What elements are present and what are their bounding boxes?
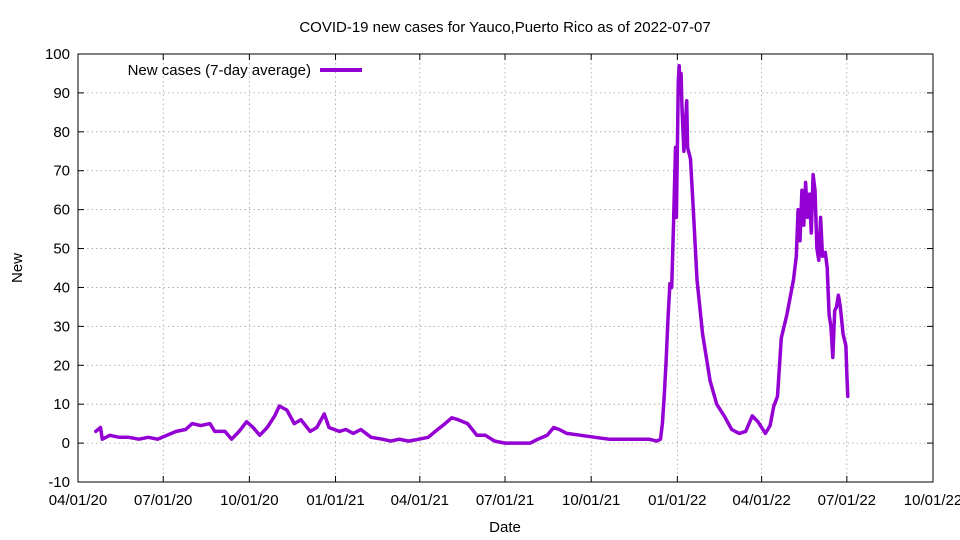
y-tick-label: 30 bbox=[53, 318, 70, 335]
legend: New cases (7-day average) bbox=[128, 62, 362, 79]
series-line bbox=[94, 63, 850, 445]
y-tick-label: 100 bbox=[45, 46, 70, 63]
x-tick-label: 07/01/20 bbox=[134, 492, 192, 509]
y-tick-label: 0 bbox=[62, 435, 70, 452]
x-axis-label: Date bbox=[489, 519, 521, 536]
y-tick-label: 10 bbox=[53, 396, 70, 413]
x-tick-label: 10/01/21 bbox=[562, 492, 620, 509]
x-tick-label: 04/01/21 bbox=[391, 492, 449, 509]
x-tick-label: 07/01/21 bbox=[476, 492, 534, 509]
y-tick-label: 50 bbox=[53, 241, 70, 258]
y-tick-label: 70 bbox=[53, 163, 70, 180]
x-tick-label: 04/01/20 bbox=[49, 492, 107, 509]
y-tick-label: -10 bbox=[48, 474, 70, 491]
y-tick-label: 60 bbox=[53, 202, 70, 219]
plot-frame bbox=[77, 53, 934, 483]
x-tick-label: 04/01/22 bbox=[732, 492, 790, 509]
x-axis-ticks: 04/01/20 07/01/20 10/01/20 01/01/21 04/01/21… bbox=[49, 54, 960, 509]
series-layer bbox=[94, 63, 850, 445]
x-tick-label: 01/01/21 bbox=[306, 492, 364, 509]
x-tick-label: 01/01/22 bbox=[648, 492, 706, 509]
chart-title: COVID-19 new cases for Yauco,Puerto Rico… bbox=[299, 19, 710, 36]
grid-lines bbox=[78, 54, 933, 482]
x-tick-label: 10/01/20 bbox=[220, 492, 278, 509]
y-tick-label: 90 bbox=[53, 85, 70, 102]
y-tick-label: 80 bbox=[53, 124, 70, 141]
x-tick-label: 10/01/22 bbox=[904, 492, 960, 509]
y-axis-ticks: -10 0 10 20 30 40 50 60 70 80 90 100 bbox=[45, 46, 933, 491]
x-tick-label: 07/01/22 bbox=[818, 492, 876, 509]
legend-label: New cases (7-day average) bbox=[128, 62, 311, 79]
y-tick-label: 20 bbox=[53, 357, 70, 374]
y-tick-label: 40 bbox=[53, 279, 70, 296]
y-axis-label: New bbox=[9, 253, 26, 283]
